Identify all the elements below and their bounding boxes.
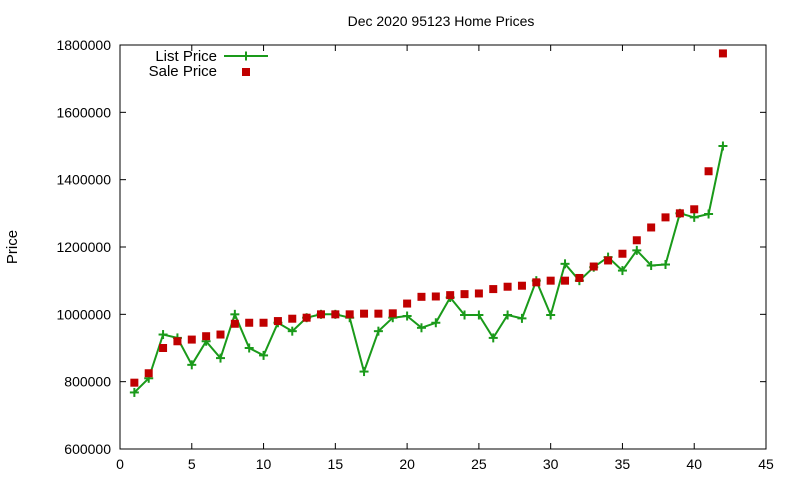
legend-label-list-price: List Price [155, 48, 217, 65]
x-tick-label: 20 [399, 456, 415, 472]
sale-price-point [503, 282, 512, 291]
x-tick-label: 0 [116, 456, 124, 472]
list-price-point [517, 313, 527, 323]
x-tick-label: 45 [758, 456, 774, 472]
x-tick-label: 30 [543, 456, 559, 472]
y-tick-label: 800000 [64, 374, 111, 390]
sale-price-point [288, 314, 297, 323]
sale-price-point [647, 223, 656, 232]
list-price-point [488, 333, 498, 343]
list-price-point [129, 387, 139, 397]
sale-price-point [561, 276, 570, 285]
sale-price-point [718, 49, 727, 58]
list-price-point [474, 310, 484, 320]
sale-price-point [604, 256, 613, 265]
list-price-point [689, 212, 699, 222]
list-price-point [646, 261, 656, 271]
legend-label-sale-price: Sale Price [149, 63, 217, 80]
list-price-point [704, 209, 714, 219]
x-tick-label: 15 [328, 456, 344, 472]
sale-price-point [273, 317, 282, 326]
sale-price-point [360, 309, 369, 318]
y-tick-label: 600000 [64, 441, 111, 457]
list-price-point [287, 326, 297, 336]
list-price-point [230, 309, 240, 319]
list-price-point [187, 360, 197, 370]
sale-price-point [632, 236, 641, 245]
sale-price-point [245, 318, 254, 327]
sale-price-point [675, 209, 684, 218]
sale-price-point [388, 309, 397, 318]
sale-price-point [517, 281, 526, 290]
list-price-point [546, 310, 556, 320]
sale-price-point [316, 310, 325, 319]
series-layer [129, 49, 728, 397]
sale-price-point [489, 285, 498, 294]
list-price-line [133, 145, 724, 394]
x-tick-label: 40 [686, 456, 702, 472]
y-tick-label: 1800000 [56, 37, 111, 53]
y-tick-label: 1600000 [56, 104, 111, 120]
chart-title: Dec 2020 95123 Home Prices [348, 13, 535, 29]
sale-price-point [173, 337, 182, 346]
sale-price-point [589, 262, 598, 271]
sale-price-point [704, 167, 713, 176]
sale-price-point [431, 292, 440, 301]
list-price-point [259, 350, 269, 360]
legend-swatch-sale-price [242, 68, 250, 76]
sale-price-point [259, 318, 268, 327]
list-price-point [359, 367, 369, 377]
list-price-point [416, 323, 426, 333]
list-price-point [373, 326, 383, 336]
sale-price-point [216, 330, 225, 339]
sale-price-point [460, 290, 469, 299]
list-price-point [158, 330, 168, 340]
list-price-point [503, 310, 513, 320]
axis-ticks: 0 5 10 15 20 25 30 35 40 45 600000 800000 1000000 120… [56, 37, 774, 472]
sale-price-point [202, 332, 211, 341]
y-tick-label: 1400000 [56, 172, 111, 188]
list-price-point [718, 141, 728, 151]
list-price-point [617, 266, 627, 276]
sale-price-point [159, 344, 168, 352]
x-tick-label: 25 [471, 456, 487, 472]
sale-price-point [546, 276, 555, 285]
x-tick-label: 35 [615, 456, 631, 472]
list-price-point [244, 343, 254, 353]
sale-price-point [661, 213, 670, 222]
list-price-point [215, 353, 225, 363]
sale-price-point [230, 319, 239, 328]
sale-price-point [446, 291, 455, 300]
sale-price-point [187, 335, 196, 344]
sale-price-point [618, 249, 627, 258]
sale-price-point [417, 292, 426, 301]
sale-price-point [130, 378, 139, 387]
y-tick-label: 1200000 [56, 239, 111, 255]
list-price-point [460, 310, 470, 320]
list-price-point [431, 318, 441, 328]
sale-price-point [345, 310, 354, 319]
y-axis-title: Price [4, 230, 21, 264]
sale-price-point [403, 299, 412, 308]
sale-price-point [532, 278, 541, 287]
x-tick-label: 5 [188, 456, 196, 472]
list-price-point [661, 260, 671, 270]
sale-price-point [474, 289, 483, 298]
y-tick-label: 1000000 [56, 306, 111, 322]
list-price-point [632, 245, 642, 255]
sale-price-point [690, 205, 699, 214]
sale-price-point [331, 310, 340, 319]
plot-frame [119, 44, 767, 450]
sale-price-point [302, 313, 311, 322]
sale-price-point [374, 309, 383, 318]
sale-price-point [575, 273, 584, 282]
sale-price-point [144, 369, 153, 378]
x-tick-label: 10 [256, 456, 272, 472]
list-price-point [560, 259, 570, 269]
list-price-point [402, 311, 412, 321]
